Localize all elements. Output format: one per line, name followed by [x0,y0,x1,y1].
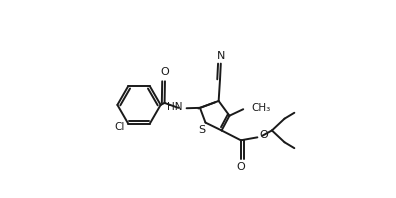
Text: O: O [161,68,169,77]
Text: HN: HN [167,102,183,112]
Text: O: O [259,130,268,140]
Text: S: S [198,125,206,135]
Text: Cl: Cl [115,122,125,132]
Text: O: O [236,162,245,172]
Text: N: N [217,51,225,61]
Text: CH₃: CH₃ [251,103,271,113]
